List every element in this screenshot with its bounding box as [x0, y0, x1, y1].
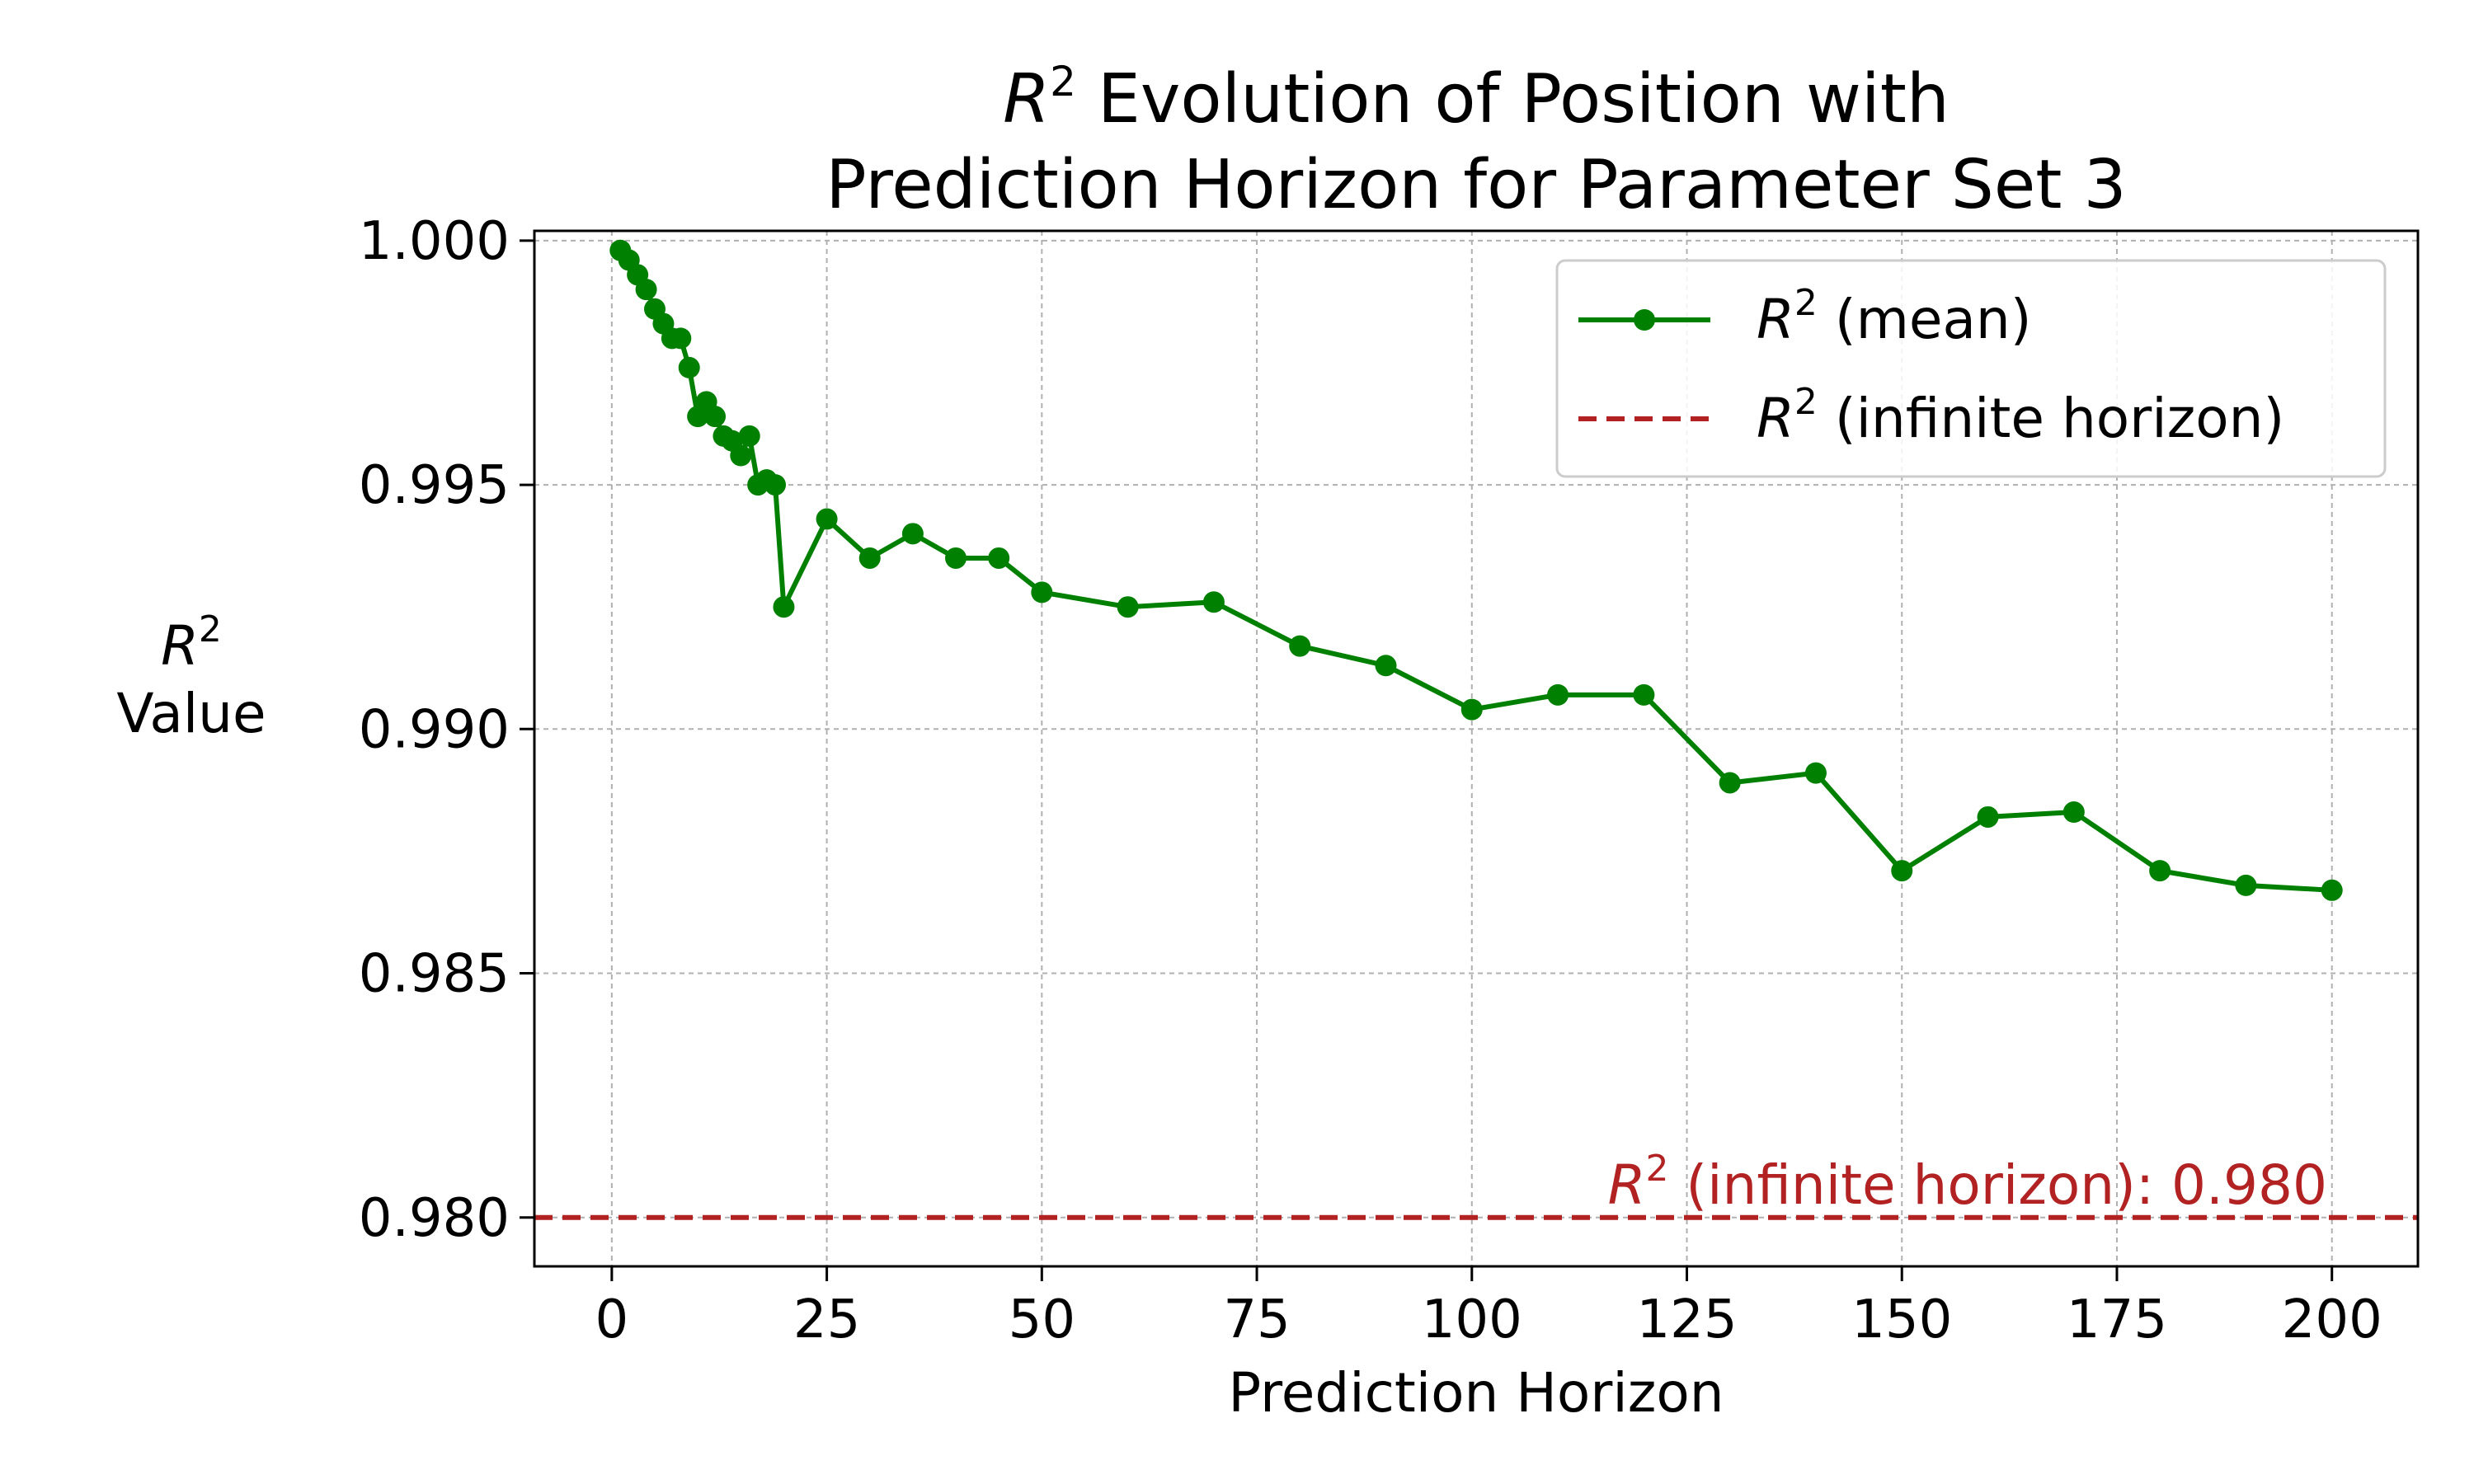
legend-infinite-label: R2 (infinite horizon)	[1757, 381, 2284, 450]
x-tick-label: 0	[595, 1289, 629, 1350]
annot-var: R	[1608, 1153, 1646, 1217]
x-tick-label: 200	[2282, 1289, 2382, 1350]
plot-frame	[533, 229, 2420, 1268]
title-sup: 2	[1050, 58, 1076, 106]
legend-infinite-var: R	[1757, 387, 1794, 450]
x-tick-label: 25	[793, 1289, 860, 1350]
mean-data-point	[945, 547, 967, 569]
chart-title-line1: R2 Evolution of Position with	[1003, 58, 1950, 139]
mean-data-point	[2321, 879, 2343, 901]
mean-data-point	[670, 327, 692, 350]
mean-data-point	[901, 523, 924, 545]
series-layer	[534, 239, 2418, 1220]
mean-data-point	[1547, 683, 1569, 706]
mean-data-point	[730, 444, 752, 467]
x-tick-label: 75	[1223, 1289, 1290, 1350]
mean-data-point	[635, 279, 657, 301]
mean-data-point	[1719, 772, 1741, 794]
mean-data-point	[1460, 698, 1483, 721]
mean-data-point	[816, 508, 838, 530]
mean-data-point	[738, 425, 760, 447]
x-tick-label: 100	[1422, 1289, 1522, 1350]
y-axis-label-line2: Value	[116, 682, 266, 745]
legend-mean-marker	[1634, 309, 1655, 331]
annot-sup: 2	[1645, 1148, 1668, 1190]
x-tick-label: 150	[1851, 1289, 1952, 1350]
y-tick-label: 0.990	[359, 699, 510, 760]
y-tick-label: 1.000	[359, 211, 510, 272]
ylabel-var: R	[161, 614, 199, 678]
legend-infinite-rest: (infinite horizon)	[1818, 387, 2284, 450]
mean-data-point	[1202, 591, 1225, 613]
x-tick-label: 50	[1009, 1289, 1075, 1350]
legend-mean-rest: (mean)	[1818, 288, 2032, 351]
y-tick-label: 0.995	[359, 455, 510, 516]
y-tick-label: 0.985	[359, 944, 510, 1005]
mean-data-point	[764, 474, 787, 496]
legend-box	[1555, 259, 2387, 478]
chart-title-line2: Prediction Horizon for Parameter Set 3	[825, 146, 2126, 224]
x-tick-label: 125	[1636, 1289, 1737, 1350]
title-rest: Evolution of Position with	[1076, 60, 1950, 139]
mean-data-point	[1977, 805, 1999, 828]
mean-data-point	[1289, 635, 1311, 657]
mean-data-point	[1375, 655, 1397, 677]
mean-data-point	[858, 547, 881, 569]
mean-data-point	[2149, 860, 2171, 882]
legend-infinite-sup: 2	[1794, 381, 1818, 423]
mean-data-point	[2235, 874, 2257, 896]
mean-data-point	[1031, 581, 1053, 603]
mean-data-point	[773, 596, 795, 618]
x-tick-label: 175	[2067, 1289, 2167, 1350]
legend-mean-sup: 2	[1794, 282, 1818, 324]
legend: R2 (mean) R2 (infinite horizon)	[1555, 259, 2387, 478]
mean-data-point	[704, 406, 727, 428]
mean-data-point	[1633, 683, 1655, 706]
x-axis-label: Prediction Horizon	[1228, 1361, 1724, 1425]
y-axis-label-line1: R2	[161, 608, 222, 678]
mean-data-point	[2062, 801, 2085, 824]
mean-data-point	[678, 356, 700, 378]
mean-data-point	[988, 547, 1010, 569]
ticks: 0 25 50 75 100 125 150 175 200 0.980 0.985 0.990 0.9…	[359, 211, 2382, 1350]
mean-data-point	[1804, 762, 1827, 784]
mean-data-point	[1117, 596, 1139, 618]
legend-mean-var: R	[1757, 288, 1794, 351]
legend-mean-label: R2 (mean)	[1757, 282, 2032, 351]
mean-data-point	[1891, 860, 1913, 882]
ylabel-sup: 2	[199, 608, 222, 650]
annot-text: (infinite horizon): 0.980	[1668, 1153, 2327, 1217]
y-tick-label: 0.980	[359, 1188, 510, 1249]
infinite-horizon-annotation: R2 (infinite horizon): 0.980	[1608, 1148, 2327, 1217]
title-var: R	[1003, 60, 1050, 139]
